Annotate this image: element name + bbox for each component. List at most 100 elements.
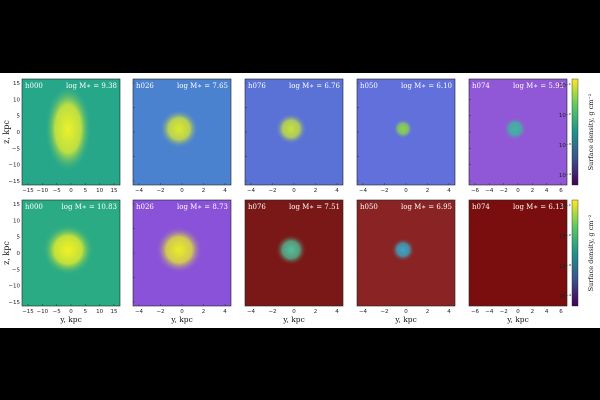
- x-tick-label: 0: [69, 309, 73, 315]
- panel-mass-label: log M∗ = 6.76: [289, 82, 341, 90]
- colorbar-tick-label: 10⁻²: [559, 112, 571, 119]
- y-tick-label: 5: [17, 235, 21, 241]
- galaxy-blob: [393, 119, 413, 139]
- colorbar: [571, 78, 579, 186]
- x-tick-label: 15: [111, 309, 118, 315]
- panel-mass-label: log M∗ = 10.83: [62, 203, 117, 211]
- x-tick-label: −4: [247, 309, 256, 315]
- galaxy-blob: [42, 224, 94, 276]
- x-tick-label: 10: [96, 188, 103, 194]
- x-tick-label: −4: [135, 188, 144, 194]
- x-axis-label: y, kpc: [170, 315, 193, 324]
- galaxy-blob: [275, 234, 307, 266]
- panel-h076-row2: h076 log M∗ = 7.51 −4 −2 0 2 4 y, kpc: [244, 199, 344, 324]
- x-tick-label: −5: [53, 309, 62, 315]
- x-tick-label: 5: [84, 188, 88, 194]
- galaxy-blob: [275, 113, 307, 145]
- x-tick-label: 0: [516, 188, 520, 194]
- galaxy-blob: [155, 226, 203, 274]
- panel-h074-row1: h074 log M∗ = 5.96 −6 −4 −2 0 2 4 6: [468, 78, 568, 194]
- x-tick-label: −5: [53, 188, 62, 194]
- x-tick-label: −4: [359, 309, 368, 315]
- colorbar-row1: 10⁻¹ 10⁻² 10⁻³ 10⁻⁴ Surface density, g cm⁻²: [559, 78, 595, 186]
- y-tick-label: 15: [13, 202, 20, 208]
- x-axis-label: y, kpc: [506, 315, 529, 324]
- panel-name: h050: [360, 203, 378, 211]
- x-tick-label: 4: [447, 188, 451, 194]
- panel-mass-label: log M∗ = 6.10: [401, 82, 452, 90]
- y-tick-label: −5: [12, 267, 21, 273]
- x-tick-label: 5: [84, 309, 88, 315]
- x-tick-label: 0: [516, 309, 520, 315]
- colorbar-tick-label: 10⁻³: [559, 263, 571, 270]
- panel-background: [469, 200, 567, 306]
- row-ylabel: z, kpc: [2, 120, 11, 144]
- x-tick-label: 10: [96, 309, 103, 315]
- colorbar-tick-label: 10⁻⁴: [559, 172, 572, 179]
- x-tick-label: 2: [202, 188, 206, 194]
- panel-mass-label: log M∗ = 7.51: [289, 203, 340, 211]
- colorbar-tick-label: 10⁻³: [559, 142, 571, 149]
- x-tick-label: −15: [22, 309, 34, 315]
- panel-h074-row2: h074 log M∗ = 6.13 −6 −4 −2 0 2 4 6 y, kpc: [468, 199, 568, 324]
- figure: z, kpc h000 log M∗ = 9.38 15 10 5 0 −5 −10 −15 −15…: [0, 73, 600, 328]
- panel-mass-label: log M∗ = 8.73: [177, 203, 228, 211]
- panel-name: h026: [136, 203, 154, 211]
- x-tick-label: −4: [485, 188, 494, 194]
- galaxy-blob: [44, 84, 92, 173]
- x-tick-label: 4: [447, 309, 451, 315]
- panel-h026-row1: h026 log M∗ = 7.65 −4 −2 0 2 4: [132, 78, 232, 194]
- x-tick-label: 4: [223, 309, 227, 315]
- panel-name: h074: [472, 203, 490, 211]
- panel-name: h050: [360, 82, 378, 90]
- panel-mass-label: log M∗ = 7.65: [177, 82, 228, 90]
- x-tick-label: 2: [314, 188, 318, 194]
- x-tick-label: −2: [268, 188, 276, 194]
- panel-mass-label: log M∗ = 6.95: [401, 203, 452, 211]
- x-axis-label: y, kpc: [282, 315, 305, 324]
- x-tick-label: 2: [202, 309, 206, 315]
- panel-name: h074: [472, 82, 490, 90]
- panel-h050-row2: h050 log M∗ = 6.95 −4 −2 0 2 4 y, kpc: [356, 199, 456, 324]
- x-tick-label: −2: [268, 309, 276, 315]
- x-tick-label: −2: [500, 188, 508, 194]
- x-axis-label: y, kpc: [59, 315, 82, 324]
- y-tick-label: −15: [8, 179, 20, 185]
- y-tick-label: 5: [17, 114, 21, 120]
- x-tick-label: 2: [426, 309, 430, 315]
- panel-h050-row1: h050 log M∗ = 6.10 −4 −2 0 2 4: [356, 78, 456, 194]
- y-tick-label: −10: [8, 284, 20, 290]
- x-axis-label: y, kpc: [394, 315, 417, 324]
- panel-name: h076: [248, 203, 266, 211]
- colorbar-row2: 10⁻¹ 10⁻² 10⁻³ 10⁻⁴ Surface density, g cm⁻²: [559, 199, 595, 307]
- row-ylabel: z, kpc: [2, 241, 11, 265]
- y-tick-label: 10: [13, 218, 20, 224]
- x-tick-label: 4: [223, 188, 227, 194]
- x-tick-label: 2: [531, 188, 535, 194]
- x-tick-label: 0: [292, 188, 296, 194]
- x-tick-label: 6: [559, 188, 563, 194]
- x-tick-label: 0: [404, 188, 408, 194]
- x-tick-label: −2: [380, 309, 388, 315]
- x-tick-label: −6: [471, 309, 480, 315]
- x-tick-label: −2: [500, 309, 508, 315]
- colorbar-tick-label: 10⁻²: [559, 233, 571, 240]
- x-tick-label: −15: [22, 188, 34, 194]
- x-tick-label: −2: [380, 188, 388, 194]
- y-tick-label: −15: [8, 300, 20, 306]
- x-tick-label: 0: [292, 309, 296, 315]
- x-tick-label: 2: [314, 309, 318, 315]
- panel-name: h000: [25, 82, 43, 90]
- galaxy-blob: [391, 238, 415, 262]
- x-tick-label: 0: [180, 309, 184, 315]
- x-tick-label: 6: [559, 309, 563, 315]
- x-tick-label: 4: [335, 188, 339, 194]
- x-tick-label: −4: [359, 188, 368, 194]
- colorbar: [571, 199, 579, 307]
- panel-mass-label: log M∗ = 9.38: [66, 82, 117, 90]
- galaxy-blob: [503, 117, 527, 141]
- x-tick-label: 15: [111, 188, 118, 194]
- panel-mass-label: log M∗ = 6.13: [513, 203, 564, 211]
